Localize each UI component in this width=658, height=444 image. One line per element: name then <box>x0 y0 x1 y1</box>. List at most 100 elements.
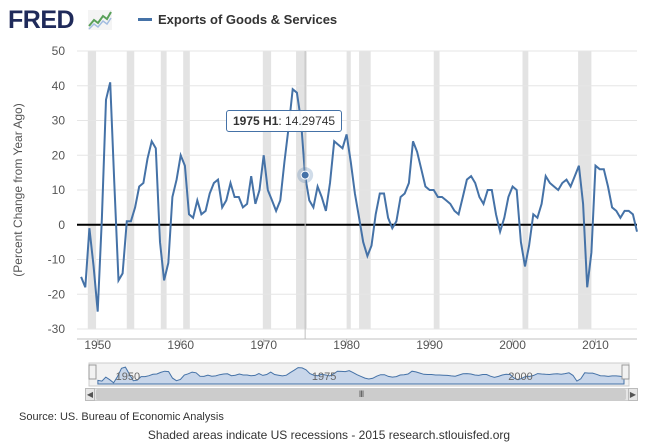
data-point[interactable] <box>349 160 353 164</box>
data-point[interactable] <box>170 195 174 199</box>
data-point[interactable] <box>187 212 191 216</box>
data-point[interactable] <box>154 146 158 150</box>
data-point[interactable] <box>594 164 598 168</box>
data-point[interactable] <box>581 202 585 206</box>
data-point[interactable] <box>635 230 639 234</box>
data-point[interactable] <box>535 216 539 220</box>
data-point[interactable] <box>552 185 556 189</box>
data-point[interactable] <box>548 181 552 185</box>
data-point[interactable] <box>564 178 568 182</box>
scroll-left-button[interactable]: ◀ <box>85 388 95 401</box>
data-point[interactable] <box>104 98 108 102</box>
data-point[interactable] <box>166 261 170 265</box>
data-point[interactable] <box>129 219 133 223</box>
data-point[interactable] <box>386 216 390 220</box>
data-point[interactable] <box>440 195 444 199</box>
data-point[interactable] <box>378 191 382 195</box>
data-point[interactable] <box>452 209 456 213</box>
data-point[interactable] <box>121 271 125 275</box>
data-point[interactable] <box>137 185 141 189</box>
data-point[interactable] <box>374 212 378 216</box>
data-point[interactable] <box>316 185 320 189</box>
data-point[interactable] <box>506 195 510 199</box>
data-point[interactable] <box>150 139 154 143</box>
data-point[interactable] <box>473 181 477 185</box>
data-point[interactable] <box>436 195 440 199</box>
data-point[interactable] <box>357 216 361 220</box>
data-point[interactable] <box>241 205 245 209</box>
data-point[interactable] <box>511 185 515 189</box>
data-point[interactable] <box>146 157 150 161</box>
fred-logo[interactable]: FRED <box>8 6 75 34</box>
data-point[interactable] <box>233 195 237 199</box>
data-point[interactable] <box>556 188 560 192</box>
data-point[interactable] <box>606 185 610 189</box>
data-point[interactable] <box>353 191 357 195</box>
data-point[interactable] <box>320 195 324 199</box>
data-point[interactable] <box>469 174 473 178</box>
data-point[interactable] <box>477 195 481 199</box>
data-point[interactable] <box>370 244 374 248</box>
data-point[interactable] <box>245 202 249 206</box>
data-point[interactable] <box>112 181 116 185</box>
data-point[interactable] <box>199 212 203 216</box>
data-point[interactable] <box>191 216 195 220</box>
data-point[interactable] <box>540 202 544 206</box>
data-point[interactable] <box>598 167 602 171</box>
data-point[interactable] <box>262 153 266 157</box>
data-point[interactable] <box>519 240 523 244</box>
data-point[interactable] <box>96 310 100 314</box>
data-point[interactable] <box>175 178 179 182</box>
data-point[interactable] <box>403 191 407 195</box>
data-point[interactable] <box>278 198 282 202</box>
data-point[interactable] <box>569 185 573 189</box>
data-point[interactable] <box>423 185 427 189</box>
data-point[interactable] <box>162 278 166 282</box>
data-point[interactable] <box>482 202 486 206</box>
data-point[interactable] <box>253 202 257 206</box>
data-point[interactable] <box>407 181 411 185</box>
data-point[interactable] <box>270 198 274 202</box>
data-point[interactable] <box>573 174 577 178</box>
data-point[interactable] <box>100 216 104 220</box>
chart-legend[interactable]: Exports of Goods & Services <box>138 12 337 27</box>
navigator-handle-left[interactable] <box>88 364 97 380</box>
data-point[interactable] <box>577 164 581 168</box>
data-point[interactable] <box>224 198 228 202</box>
data-point[interactable] <box>631 212 635 216</box>
data-point[interactable] <box>116 278 120 282</box>
data-point[interactable] <box>307 198 311 202</box>
data-point[interactable] <box>258 188 262 192</box>
scroll-thumb[interactable]: III <box>96 389 626 400</box>
data-point[interactable] <box>502 216 506 220</box>
data-point[interactable] <box>411 139 415 143</box>
data-point[interactable] <box>340 146 344 150</box>
data-point[interactable] <box>237 195 241 199</box>
data-point[interactable] <box>83 285 87 289</box>
data-point[interactable] <box>92 264 96 268</box>
data-point[interactable] <box>125 219 129 223</box>
data-point[interactable] <box>399 195 403 199</box>
data-point[interactable] <box>623 209 627 213</box>
data-point[interactable] <box>415 150 419 154</box>
data-point[interactable] <box>486 188 490 192</box>
data-point[interactable] <box>311 205 315 209</box>
data-point[interactable] <box>465 178 469 182</box>
data-point[interactable] <box>602 167 606 171</box>
data-point[interactable] <box>158 240 162 244</box>
data-point[interactable] <box>444 198 448 202</box>
data-point[interactable] <box>585 285 589 289</box>
data-point[interactable] <box>448 202 452 206</box>
data-point[interactable] <box>208 191 212 195</box>
data-point[interactable] <box>332 139 336 143</box>
data-point[interactable] <box>365 254 369 258</box>
data-point[interactable] <box>394 219 398 223</box>
data-point[interactable] <box>515 188 519 192</box>
data-point[interactable] <box>589 251 593 255</box>
data-point[interactable] <box>282 160 286 164</box>
data-point[interactable] <box>266 188 270 192</box>
data-point[interactable] <box>183 164 187 168</box>
data-point[interactable] <box>390 226 394 230</box>
data-point[interactable] <box>133 205 137 209</box>
